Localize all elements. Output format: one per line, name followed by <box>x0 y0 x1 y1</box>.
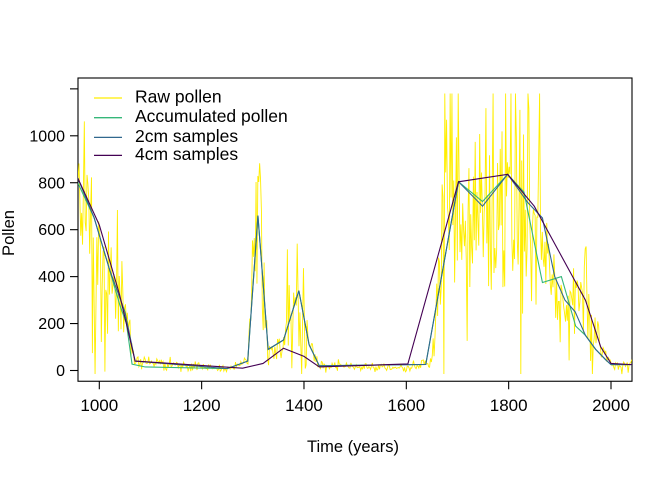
svg-text:1400: 1400 <box>285 396 323 415</box>
svg-text:200: 200 <box>38 316 65 333</box>
svg-text:800: 800 <box>38 175 65 192</box>
svg-text:1200: 1200 <box>183 396 221 415</box>
svg-text:1800: 1800 <box>490 396 528 415</box>
svg-text:Raw pollen: Raw pollen <box>135 87 222 107</box>
svg-text:1600: 1600 <box>387 396 425 415</box>
svg-text:1000: 1000 <box>80 396 118 415</box>
svg-text:1000: 1000 <box>29 128 65 145</box>
svg-text:0: 0 <box>56 363 65 380</box>
svg-text:400: 400 <box>38 269 65 286</box>
svg-text:4cm samples: 4cm samples <box>135 144 238 164</box>
svg-text:600: 600 <box>38 222 65 239</box>
svg-text:2000: 2000 <box>592 396 630 415</box>
svg-text:2cm samples: 2cm samples <box>135 126 238 146</box>
svg-text:Accumulated pollen: Accumulated pollen <box>135 106 288 126</box>
svg-text:Time (years): Time (years) <box>307 438 399 456</box>
svg-text:Pollen: Pollen <box>0 210 18 256</box>
